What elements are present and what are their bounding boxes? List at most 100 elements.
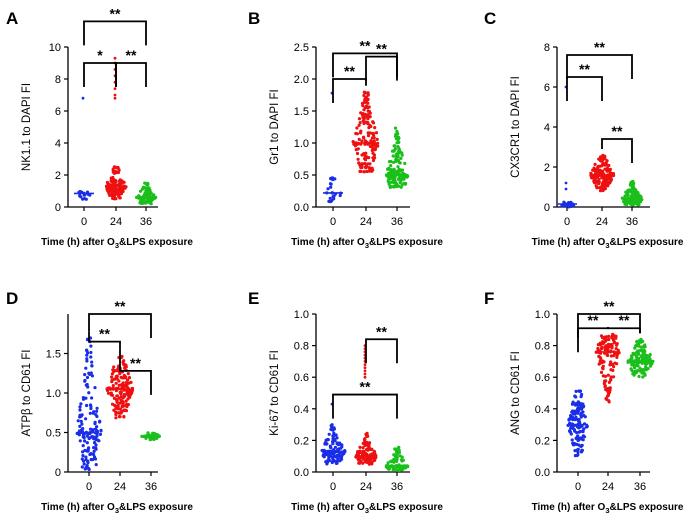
data-point bbox=[365, 456, 369, 460]
x-tick-label: 36 bbox=[145, 481, 157, 493]
data-point bbox=[340, 443, 344, 447]
data-point bbox=[641, 375, 645, 379]
data-point bbox=[89, 404, 93, 408]
data-point bbox=[400, 153, 404, 157]
data-point bbox=[356, 157, 360, 161]
y-tick-label: 0 bbox=[544, 202, 550, 214]
data-point bbox=[91, 457, 95, 462]
data-point bbox=[331, 458, 335, 462]
data-point bbox=[92, 446, 96, 450]
data-point bbox=[358, 461, 362, 465]
y-tick-label: 8 bbox=[55, 74, 61, 86]
data-point bbox=[598, 168, 602, 172]
significance-label: * bbox=[97, 47, 103, 63]
data-point bbox=[366, 97, 370, 101]
data-point bbox=[608, 386, 612, 390]
data-point bbox=[122, 392, 126, 397]
x-axis-label-part: &LPS exposure bbox=[119, 502, 193, 513]
data-point bbox=[129, 380, 133, 384]
data-point bbox=[573, 449, 577, 453]
data-point bbox=[601, 367, 605, 371]
data-point bbox=[612, 341, 617, 345]
data-point bbox=[633, 346, 637, 350]
data-point bbox=[360, 165, 364, 170]
data-point bbox=[334, 433, 338, 437]
data-point bbox=[389, 164, 393, 168]
data-point bbox=[78, 408, 82, 412]
series-24 bbox=[594, 332, 621, 404]
x-axis-label-part: Time (h) after O bbox=[532, 502, 606, 513]
data-point bbox=[397, 445, 401, 449]
data-point bbox=[87, 391, 91, 395]
data-point bbox=[84, 366, 88, 370]
data-point bbox=[328, 196, 332, 200]
data-point bbox=[640, 361, 644, 365]
data-point bbox=[111, 384, 115, 388]
data-point bbox=[109, 393, 113, 397]
data-point bbox=[327, 432, 331, 436]
data-point bbox=[644, 365, 648, 369]
data-point bbox=[606, 373, 610, 377]
data-point bbox=[582, 404, 586, 408]
data-point bbox=[99, 428, 103, 432]
data-point bbox=[121, 189, 125, 193]
significance-label: ** bbox=[360, 379, 371, 395]
y-tick-label: 0.8 bbox=[535, 341, 550, 353]
data-point bbox=[118, 407, 122, 411]
data-point bbox=[614, 347, 618, 351]
data-point bbox=[631, 183, 635, 188]
y-tick-label: 0.0 bbox=[535, 467, 550, 479]
data-point bbox=[393, 126, 398, 130]
data-point bbox=[331, 442, 335, 446]
significance-bracket: ** bbox=[566, 39, 633, 79]
series-36 bbox=[384, 445, 410, 472]
data-point bbox=[117, 168, 121, 172]
series-36 bbox=[140, 431, 161, 442]
data-point bbox=[607, 399, 611, 403]
data-point bbox=[397, 468, 401, 472]
data-point bbox=[607, 334, 611, 338]
data-point bbox=[355, 151, 360, 156]
bracket-line bbox=[88, 331, 121, 350]
data-point bbox=[81, 397, 86, 401]
bracket-line bbox=[115, 62, 147, 87]
data-point bbox=[90, 364, 94, 368]
data-point bbox=[388, 185, 392, 189]
data-point bbox=[95, 406, 99, 410]
data-point bbox=[605, 345, 609, 349]
data-point bbox=[637, 200, 641, 204]
data-point bbox=[604, 397, 608, 401]
y-tick-label: 2 bbox=[544, 162, 550, 174]
data-point bbox=[326, 187, 330, 191]
data-point bbox=[576, 434, 580, 438]
data-point bbox=[574, 389, 578, 393]
data-point bbox=[335, 436, 339, 440]
y-tick-label: 0.8 bbox=[294, 341, 309, 353]
data-point bbox=[329, 177, 333, 181]
data-point bbox=[570, 438, 574, 442]
bracket-line bbox=[365, 338, 398, 364]
data-point bbox=[580, 448, 585, 452]
data-point bbox=[595, 186, 599, 190]
data-point bbox=[579, 402, 583, 406]
data-point bbox=[106, 391, 111, 395]
data-point bbox=[114, 412, 118, 417]
data-point bbox=[361, 446, 365, 450]
data-point bbox=[147, 191, 152, 196]
data-point bbox=[604, 379, 608, 383]
data-point bbox=[582, 435, 587, 439]
data-point bbox=[123, 365, 127, 370]
data-point bbox=[138, 201, 142, 205]
panel-b: B 0.0 0.5 1.0 1.5 2.0 2.5 0 24 36 Gr1 to DAPI FI Ti… bbox=[248, 9, 443, 250]
data-point bbox=[98, 432, 102, 436]
data-point bbox=[359, 129, 363, 133]
data-point bbox=[128, 391, 132, 395]
outlier-point bbox=[363, 372, 367, 376]
data-point bbox=[608, 180, 612, 185]
data-point bbox=[87, 371, 91, 375]
outlier-point bbox=[363, 366, 367, 370]
panel-f: F 0.0 0.2 0.4 0.6 0.8 1.0 0 24 36 ANG to CD61 FI Ti… bbox=[484, 289, 684, 515]
x-axis-label-subscript: 3 bbox=[365, 506, 369, 515]
data-point bbox=[603, 339, 608, 343]
data-point bbox=[110, 187, 114, 192]
